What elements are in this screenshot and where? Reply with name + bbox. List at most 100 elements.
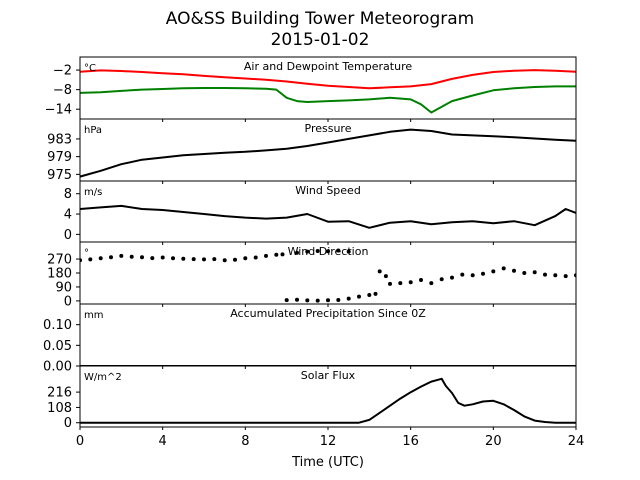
panel-3-point: [160, 255, 165, 260]
panel-3-point: [553, 273, 558, 278]
y-tick-label: 8: [64, 187, 72, 202]
panel-3-point: [357, 294, 361, 299]
y-tick-label: 108: [47, 401, 72, 416]
panel-3-point: [274, 252, 279, 257]
panel-3-point: [419, 278, 423, 282]
panel-title: Wind Direction: [288, 245, 369, 258]
panel-3-point: [470, 273, 475, 278]
panel-3-point: [191, 257, 196, 262]
panel-3-point: [481, 271, 485, 276]
y-tick-label: 90: [55, 280, 72, 295]
panel-0: −2 −8 −14 °C Air and Dewpoint Temperature: [45, 56, 577, 122]
y-tick-label: −8: [53, 83, 72, 98]
x-axis: 0 4 8 12 16 20 24: [76, 434, 584, 449]
figure-title-line1: AO&SS Building Tower Meteorogram: [166, 9, 474, 29]
x-tick-label: 20: [485, 434, 502, 449]
panel-3-point: [243, 256, 248, 261]
panel-title: Air and Dewpoint Temperature: [244, 60, 412, 73]
panel-3-point: [336, 248, 341, 253]
panel-3-point: [398, 281, 403, 286]
y-tick-label: 979: [47, 150, 72, 165]
panel-3-point: [284, 298, 289, 303]
x-axis-label: Time (UTC): [291, 455, 364, 470]
y-tick-label: 0.05: [43, 339, 72, 354]
panel-3-point: [336, 298, 341, 302]
panel-3-point: [373, 291, 378, 296]
panel-2: 8 4 0 m/s Wind Speed: [64, 180, 577, 245]
y-tick-label: 975: [47, 168, 72, 183]
panel-3-point: [202, 257, 206, 262]
panel-3-point: [140, 255, 144, 260]
panel-3-point: [109, 255, 113, 260]
y-tick-label: 0: [64, 416, 72, 431]
panel-title: Accumulated Precipitation Since 0Z: [230, 307, 426, 320]
y-tick-label: 216: [47, 386, 72, 401]
panel-3-point: [150, 256, 155, 261]
y-tick-label: 0: [64, 228, 72, 243]
x-tick-label: 16: [402, 434, 419, 449]
panel-3-point: [222, 258, 227, 263]
y-tick-label: 270: [47, 253, 72, 268]
panel-3-point: [305, 249, 310, 254]
panel-3-point: [346, 296, 351, 301]
y-tick-label: 4: [64, 208, 72, 223]
panel-3-point: [532, 270, 537, 275]
y-tick-label: −14: [45, 103, 72, 118]
panel-3-point: [181, 256, 186, 261]
panel-3-point: [439, 277, 444, 282]
panel-title: Wind Speed: [295, 184, 361, 197]
panel-unit-label: °C: [84, 63, 96, 74]
panel-3-point: [280, 252, 285, 257]
panel-3-point: [501, 266, 506, 271]
panel-0-series-line: [80, 85, 576, 114]
y-tick-label: 180: [47, 267, 72, 282]
panel-unit-label: mm: [84, 310, 103, 321]
x-tick-label: 8: [241, 434, 249, 449]
panel-3-point: [264, 253, 268, 258]
y-tick-label: 0: [64, 294, 72, 309]
panel-5-series-line: [80, 377, 576, 424]
panel-1: 983 979 975 hPa Pressure: [47, 118, 577, 184]
panel-3-point: [543, 272, 547, 277]
panel-3-point: [491, 269, 496, 274]
figure-title-line2: 2015-01-02: [271, 30, 370, 50]
panel-3-point: [377, 269, 382, 274]
panels-group: −2 −8 −14 °C Air and Dewpoint Temperature 983…: [43, 56, 577, 431]
panel-3-point: [295, 250, 299, 255]
x-tick-label: 24: [568, 434, 585, 449]
panel-3-point: [253, 255, 258, 260]
panel-3-point: [212, 257, 217, 262]
panel-3-point: [346, 249, 351, 254]
panel-3-point: [563, 274, 568, 279]
x-tick-label: 12: [320, 434, 337, 449]
panel-3-point: [408, 280, 413, 285]
panel-unit-label: W/m^2: [84, 372, 122, 383]
y-tick-label: −2: [53, 64, 72, 79]
x-tick-label: 4: [159, 434, 167, 449]
panel-1-series-line: [80, 128, 576, 178]
panel-3-point: [450, 275, 454, 280]
panel-3-point: [512, 268, 516, 273]
panel-3-point: [315, 298, 320, 303]
y-tick-label: 0.00: [43, 360, 72, 375]
y-tick-label: 983: [47, 132, 72, 147]
x-tick-label: 0: [76, 434, 84, 449]
panel-3-point: [429, 281, 434, 286]
panel-3-point: [233, 257, 237, 262]
panel-3-point: [88, 257, 93, 262]
panel-3-point: [326, 298, 330, 303]
panel-4: 0.10 0.05 0.00 mm Accumulated Precipitation …: [43, 303, 577, 375]
panel-3-point: [388, 281, 392, 286]
panel-3-point: [383, 274, 388, 279]
panel-unit-label: m/s: [84, 187, 102, 198]
panel-3-point: [326, 249, 330, 254]
panel-title: Solar Flux: [301, 369, 356, 382]
panel-3-point: [98, 256, 103, 261]
panel-title: Pressure: [305, 122, 352, 135]
panel-3-point: [367, 293, 372, 297]
panel-3-point: [460, 272, 465, 277]
panel-0-series-line: [80, 69, 576, 90]
panel-unit-label: °: [84, 248, 89, 259]
